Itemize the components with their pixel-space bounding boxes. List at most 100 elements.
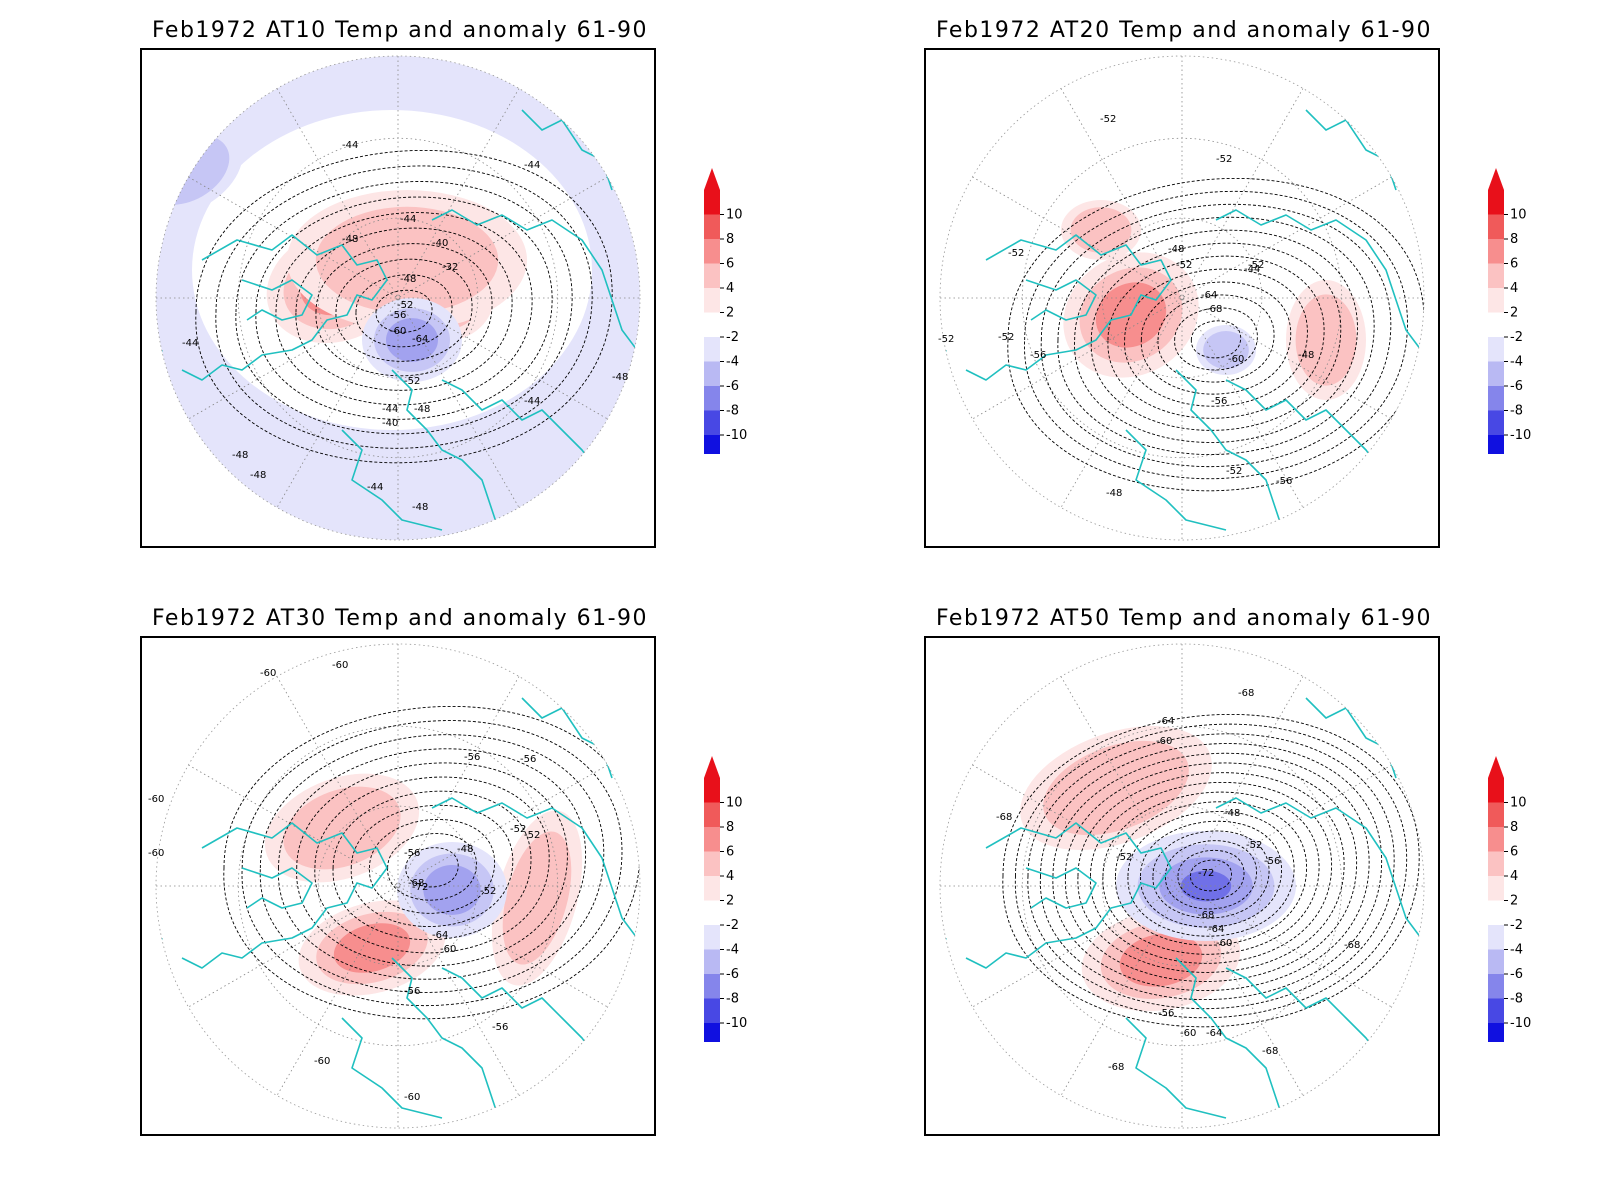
colorbar-segment xyxy=(704,214,720,240)
contour-label: -56 xyxy=(404,848,420,859)
colorbar-segment xyxy=(704,876,720,901)
coastline-segment xyxy=(1025,279,1097,321)
colorbar-label: 8 xyxy=(1510,232,1518,247)
warm-anomaly-area xyxy=(1286,280,1366,400)
colorbar-label: 4 xyxy=(1510,281,1518,296)
contour-label: -48 xyxy=(1298,350,1314,361)
coastline-segment xyxy=(1025,867,1097,909)
contour-label: -52 xyxy=(404,376,420,387)
contour-label: -52 xyxy=(397,300,413,311)
colorbar-segment xyxy=(704,778,720,803)
colorbar-label: -2 xyxy=(1510,918,1523,933)
coastline-segment xyxy=(391,957,503,1128)
colorbar-segment xyxy=(704,925,720,950)
colorbar-segment xyxy=(704,1023,720,1042)
colorbar-segment xyxy=(1488,312,1504,338)
cold-anomaly-area xyxy=(362,298,462,382)
contour-label: -60 xyxy=(260,668,276,679)
map-disk xyxy=(156,56,640,540)
colorbar-segment xyxy=(1488,998,1504,1024)
coastline-segment xyxy=(241,279,313,321)
coastline-segment xyxy=(241,867,313,909)
coastline-segment xyxy=(1175,369,1287,540)
contour-label: -48 xyxy=(414,404,430,415)
anomaly-colorbar: 10 8 6 4 2 -2 -4 -6 -8 -10 xyxy=(1480,752,1570,1042)
colorbar-label: -4 xyxy=(726,943,739,958)
colorbar-label: -6 xyxy=(726,379,739,394)
contour-label: -60 xyxy=(390,326,406,337)
colorbar-svg: 10 8 6 4 2 -2 -4 -6 -8 -10 xyxy=(1488,168,1531,454)
contour-label: -52 xyxy=(524,830,540,841)
coastline-segment xyxy=(441,379,598,471)
contour-label: -56 xyxy=(492,1022,508,1033)
contour-label: -48 xyxy=(457,844,473,855)
contour-label: -60 xyxy=(1228,354,1244,365)
coastline-segment xyxy=(431,797,638,939)
colorbar-segment xyxy=(704,190,720,215)
colorbar-max-arrow xyxy=(1488,756,1504,778)
map-boundary xyxy=(155,55,641,541)
anomaly-colorbar: 10 8 6 4 2 -2 -4 -6 -8 -10 xyxy=(1480,164,1570,454)
colorbar-segment xyxy=(704,386,720,411)
panel-title: Feb1972 AT20 Temp and anomaly 61-90 xyxy=(935,18,1433,43)
colorbar-segment xyxy=(704,851,720,877)
contour-label: -60 xyxy=(332,660,348,671)
contour-label: -60 xyxy=(148,794,164,805)
colorbar-segment xyxy=(704,435,720,454)
contour-label: -56 xyxy=(1158,1008,1174,1019)
colorbar-svg: 10 8 6 4 2 -2 -4 -6 -8 -10 xyxy=(1488,756,1531,1042)
contour-label: -68 xyxy=(1198,910,1214,921)
latlon-grid xyxy=(156,644,640,1128)
contour-label: -64 xyxy=(412,334,428,345)
contour-label: -44 xyxy=(524,160,540,171)
map-disk xyxy=(156,644,640,1128)
colorbar-label: -10 xyxy=(1510,428,1531,443)
map-disk xyxy=(940,56,1424,540)
map-frame: -44 -44 -48 -44 -40 -32 -48 -52 -56 -60 -64 -52 -44-… xyxy=(140,48,656,548)
panel-at50: Feb1972 AT50 Temp and anomaly 61-90 -68 -… xyxy=(924,606,1600,1186)
colorbar-max-arrow xyxy=(1488,168,1504,190)
contour-label: -56 xyxy=(404,986,420,997)
map-frame: -52 -52 -52 -48 -52 -44 -64 -68 -60 -56 -52 -48 -56-… xyxy=(924,48,1440,548)
contour-label: -56 xyxy=(1264,856,1280,867)
contour-label: -60 xyxy=(440,944,456,955)
colorbar-label: 10 xyxy=(1510,208,1527,223)
colorbar-label: 10 xyxy=(726,796,743,811)
contour-label: -52 xyxy=(1008,248,1024,259)
contour-label: -72 xyxy=(412,882,428,893)
contour-label: -64 xyxy=(1158,716,1174,727)
colorbar-svg: 10 8 6 4 2 -2 -4 -6 -8 -10 xyxy=(704,168,747,454)
panel-at10: Feb1972 AT10 Temp and anomaly 61-90 -44-… xyxy=(140,18,900,598)
coastline-segment xyxy=(965,234,1172,381)
map-boundary xyxy=(155,643,641,1129)
contour-label: -72 xyxy=(1198,868,1214,879)
colorbar-label: 2 xyxy=(726,306,734,321)
contour-label: -52 xyxy=(1100,114,1116,125)
colorbar-segment xyxy=(1488,876,1504,901)
warm-anomaly-area xyxy=(491,810,583,986)
contour-label: -44 xyxy=(400,214,416,225)
colorbar-segment xyxy=(704,949,720,975)
contour-label: -52 xyxy=(938,334,954,345)
anomaly-colorbar: 10 8 6 4 2 -2 -4 -6 -8 -10 xyxy=(696,752,786,1042)
colorbar-label: -8 xyxy=(726,404,739,419)
warm-anomaly-area xyxy=(1061,200,1141,260)
colorbar-label: 2 xyxy=(1510,894,1518,909)
colorbar-label: -4 xyxy=(726,355,739,370)
coastline-segment xyxy=(1175,957,1287,1128)
contour-label: -56 xyxy=(1211,396,1227,407)
colorbar-segment xyxy=(1488,361,1504,387)
colorbar-segment xyxy=(1488,949,1504,975)
panel-title: Feb1972 AT50 Temp and anomaly 61-90 xyxy=(935,606,1433,631)
warm-anomaly-area xyxy=(287,190,527,330)
contour-label: -64 xyxy=(1206,1028,1222,1039)
contour-label: -52 xyxy=(1246,840,1262,851)
coastline-segment xyxy=(181,234,388,381)
polar-map: -52-52-52 -48-52 -44-64-68-60-56-52-48-56-… xyxy=(938,55,1425,541)
colorbar-label: -8 xyxy=(1510,992,1523,1007)
panel-at30: Feb1972 AT30 Temp and anomaly 61-90 -60 -… xyxy=(140,606,900,1186)
contour-label: -60 xyxy=(314,1056,330,1067)
contour-label: -64 xyxy=(432,930,448,941)
colorbar-segment xyxy=(1488,1023,1504,1042)
coastline-segment xyxy=(181,822,388,969)
